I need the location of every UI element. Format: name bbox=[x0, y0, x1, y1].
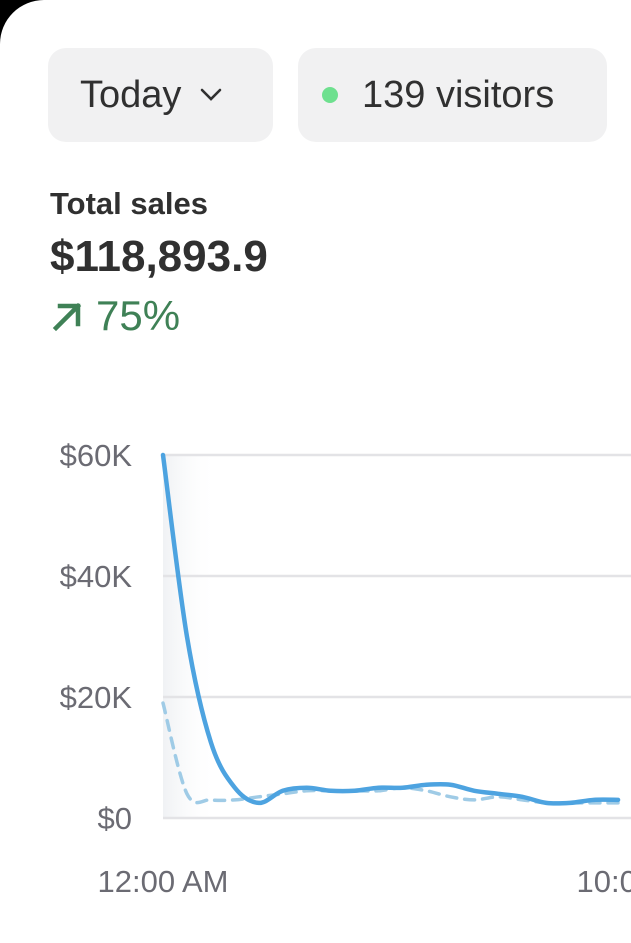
chevron-icon bbox=[201, 88, 222, 101]
change-value: 75% bbox=[96, 292, 181, 339]
live-dot bbox=[322, 87, 338, 103]
sales-chart: $0 $20K $40K $60K 12:00 AM 10:00 AM bbox=[60, 438, 631, 899]
y-tick-label: $0 bbox=[98, 801, 132, 836]
y-tick-label: $40K bbox=[60, 559, 133, 594]
visitors-label: 139 visitors bbox=[362, 73, 555, 116]
period-select[interactable]: Today bbox=[48, 48, 273, 142]
x-tick-label: 12:00 AM bbox=[98, 864, 229, 899]
summary-change: 75% bbox=[50, 292, 180, 340]
y-tick-label: $60K bbox=[60, 438, 133, 473]
visitors-badge[interactable]: 139 visitors bbox=[298, 48, 607, 142]
sales-line bbox=[160, 452, 621, 806]
period-label: Today bbox=[80, 73, 182, 116]
y-tick-label: $20K bbox=[60, 680, 133, 715]
summary-value: $118,893.9 bbox=[50, 232, 268, 281]
summary-label: Total sales bbox=[50, 186, 208, 221]
up-arrow-icon bbox=[52, 302, 82, 332]
x-tick-label: 10:00 AM bbox=[577, 864, 631, 899]
